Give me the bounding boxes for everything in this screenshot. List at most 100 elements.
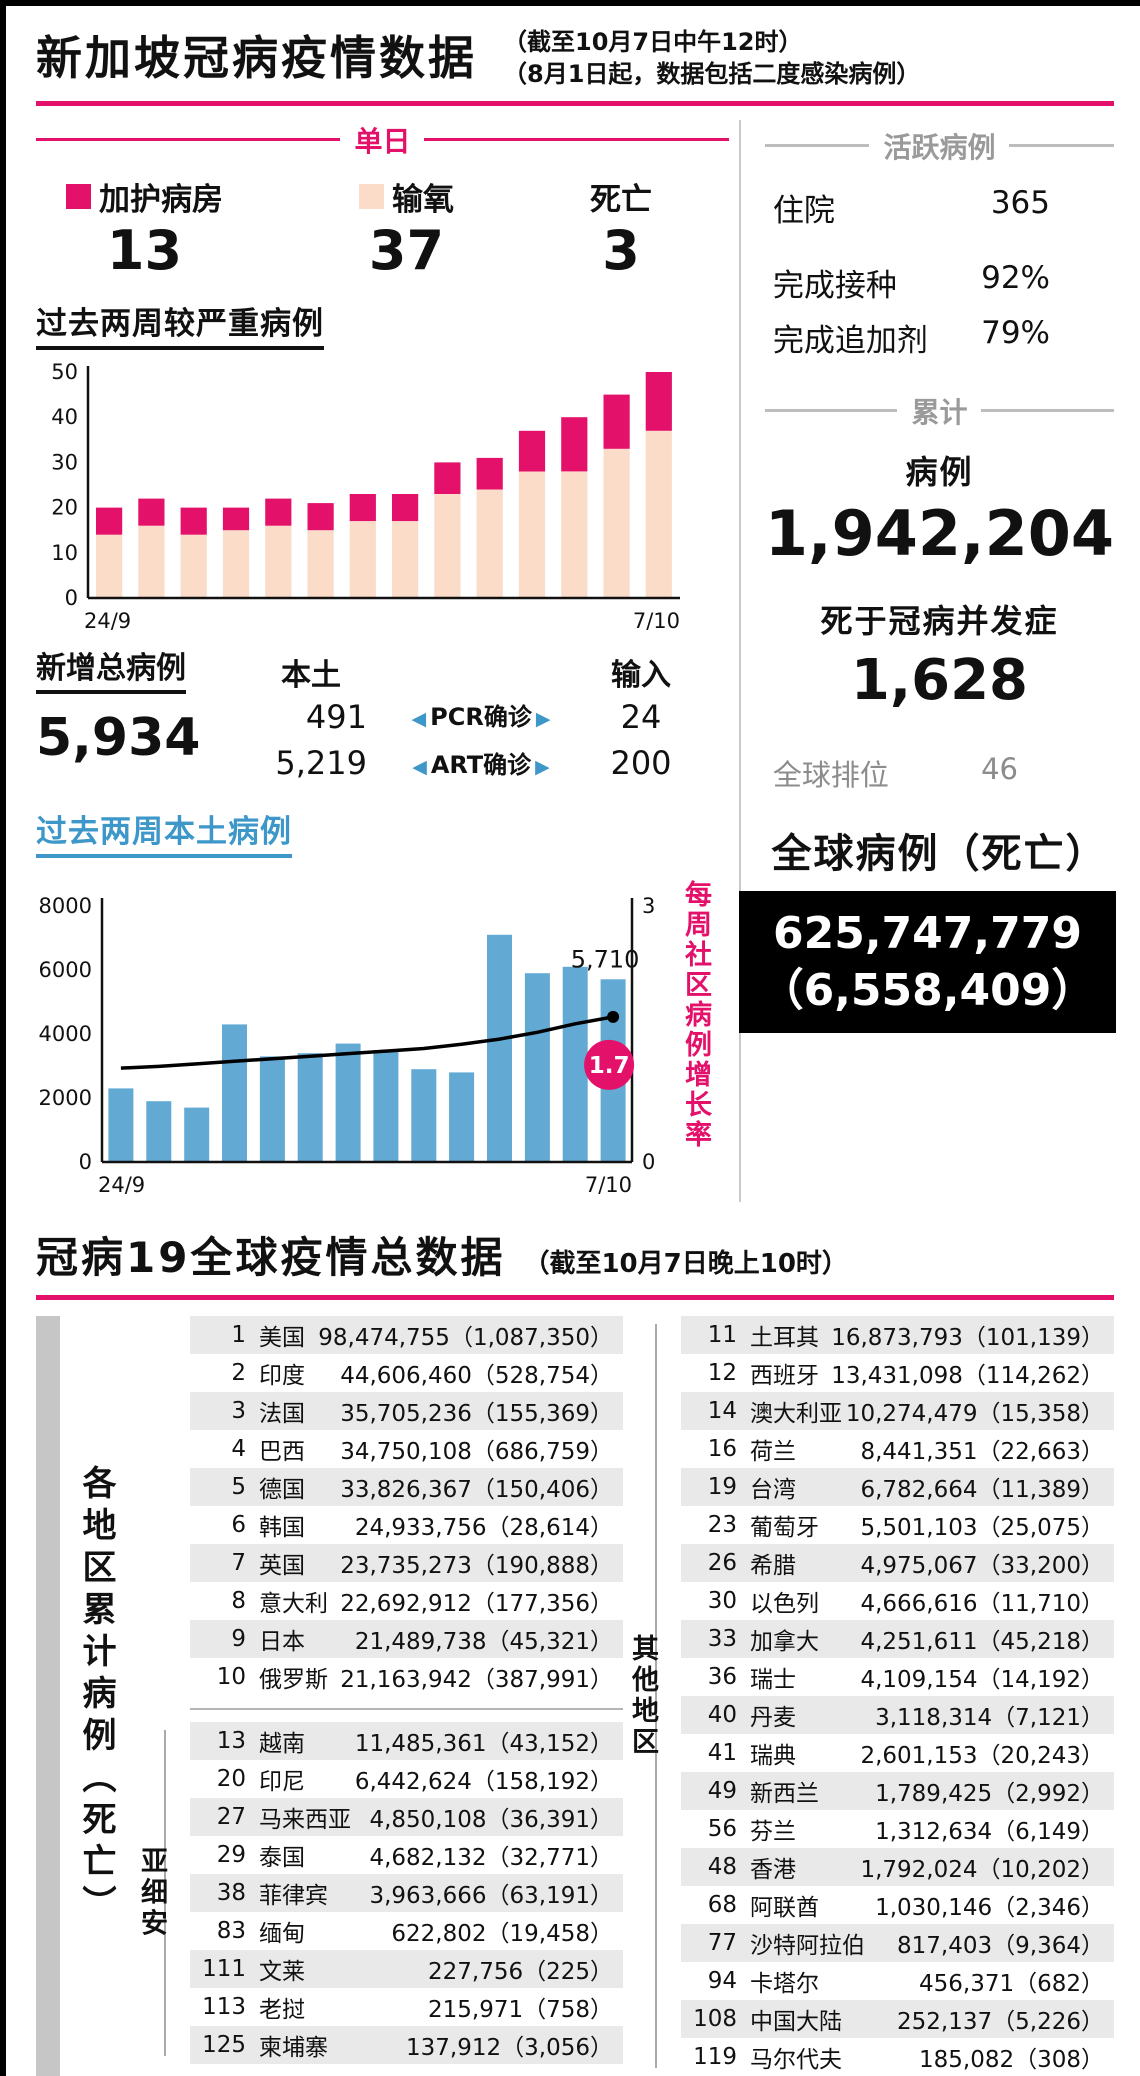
svg-text:0: 0 [65, 586, 78, 610]
imported-pcr-value: 24 [620, 697, 662, 736]
country-row: 83 缅甸 622,802（19,458） [190, 1912, 623, 1950]
local-chart-title: 过去两周本土病例 [36, 806, 292, 858]
country-name: 菲律宾 [259, 1882, 328, 1909]
country-rank: 30 [707, 1587, 737, 1614]
country-value: 137,912（3,056） [406, 2034, 613, 2061]
country-row: 113 老挝 215,971（758） [190, 1988, 623, 2026]
country-rank: 49 [707, 1777, 737, 1804]
country-value: 33,826,367（150,406） [340, 1476, 613, 1503]
booster-label: 完成追加剂 [772, 322, 928, 359]
country-row: 119 马尔代夫 185,082（308） [681, 2038, 1114, 2076]
country-name: 印尼 [259, 1768, 305, 1795]
svg-text:24/9: 24/9 [84, 609, 131, 633]
cumulative-label-text: 累计 [911, 395, 968, 429]
world-table-area: 各地区累计病例（死亡） 1 美国 98,474,755（1,087,350） 2 印度 4… [36, 1315, 1114, 2076]
country-row: 20 印尼 6,442,624（158,192） [190, 1760, 623, 1798]
asean-group: 亚细安 13 越南 11,485,361（43,152） 20 印尼 6,442,624（… [136, 1721, 623, 2064]
world-note: （截至10月7日晚上10时） [523, 1248, 848, 1279]
country-name: 澳大利亚 [750, 1400, 842, 1427]
label-line [1009, 144, 1115, 148]
country-value: 4,682,132（32,771） [369, 1844, 613, 1871]
country-value: 35,705,236（155,369） [340, 1400, 613, 1427]
country-rank: 41 [707, 1739, 737, 1766]
country-name: 瑞士 [750, 1666, 796, 1693]
country-row: 23 葡萄牙 5,501,103（25,075） [681, 1506, 1114, 1544]
country-value: 3,118,314（7,121） [875, 1704, 1104, 1731]
legend-deaths-header: 死亡 [590, 174, 652, 219]
hospitalized-value: 365 [990, 184, 1050, 221]
country-row: 11 土耳其 16,873,793（101,139） [681, 1315, 1114, 1354]
header-note-date: （截至10月7日中午12时） [503, 28, 803, 56]
header: 新加坡冠病疫情数据 （截至10月7日中午12时） （8月1日起，数据包括二度感染… [36, 22, 1114, 91]
total-cases-value: 1,942,204 [764, 496, 1114, 570]
country-name: 芬兰 [750, 1818, 796, 1845]
country-row: 16 荷兰 8,441,351（22,663） [681, 1430, 1114, 1468]
country-value: 44,606,460（528,754） [340, 1362, 613, 1389]
country-rank: 20 [216, 1765, 246, 1792]
global-rank-value: 46 [981, 751, 1018, 786]
country-value: 456,371（682） [918, 1970, 1104, 1997]
country-value: 1,030,146（2,346） [875, 1894, 1104, 1921]
header-notes: （截至10月7日中午12时） （8月1日起，数据包括二度感染病例） [503, 22, 920, 91]
icu-value: 13 [106, 218, 183, 282]
country-row: 14 澳大利亚 10,274,479（15,358） [681, 1391, 1114, 1430]
country-row: 40 丹麦 3,118,314（7,121） [681, 1695, 1114, 1734]
new-total-cases: 新增总病例 5,934 [36, 650, 241, 790]
total-deaths-value: 1,628 [850, 647, 1029, 713]
country-value: 11,485,361（43,152） [354, 1730, 613, 1757]
country-name: 土耳其 [750, 1324, 819, 1351]
country-rank: 83 [216, 1917, 246, 1944]
country-row: 68 阿联酋 1,030,146（2,346） [681, 1886, 1114, 1924]
country-value: 21,489,738（45,321） [354, 1628, 613, 1655]
country-row: 77 沙特阿拉伯 817,403（9,364） [681, 1923, 1114, 1962]
country-name: 马来西亚 [259, 1806, 351, 1833]
country-rank: 9 [231, 1625, 246, 1652]
booster-value: 79% [981, 314, 1050, 351]
country-row: 108 中国大陆 252,137（5,226） [681, 1999, 1114, 2038]
country-rank: 108 [693, 2005, 737, 2032]
country-value: 2,601,153（20,243） [860, 1742, 1104, 1769]
country-value: 3,963,666（63,191） [369, 1882, 613, 1909]
country-name: 荷兰 [750, 1438, 796, 1465]
header-rule [36, 100, 1114, 106]
label-line [981, 409, 1115, 413]
pcr-row: ◀ PCR确诊 ▶ [381, 694, 581, 742]
country-name: 美国 [259, 1324, 305, 1351]
svg-text:8000: 8000 [39, 894, 92, 918]
country-name: 越南 [259, 1730, 305, 1757]
side-gray-bar [36, 1315, 60, 2076]
table-divider [190, 1707, 623, 1710]
side-label-text: 各地区累计病例（死亡） [76, 1464, 116, 1927]
top10-rows: 1 美国 98,474,755（1,087,350） 2 印度 44,606,460（52… [190, 1315, 623, 1696]
country-rank: 36 [707, 1663, 737, 1690]
country-rank: 10 [216, 1663, 246, 1690]
deaths-label: 死亡 [590, 181, 652, 218]
label-line [764, 409, 898, 413]
local-pcr-value: 491 [305, 697, 367, 736]
global-cases-box: 625,747,779 （6,558,409） [738, 890, 1116, 1034]
country-value: 185,082（308） [918, 2046, 1104, 2073]
country-name: 台湾 [750, 1476, 796, 1503]
country-rank: 19 [707, 1473, 737, 1500]
svg-text:50: 50 [51, 360, 78, 384]
label-line [36, 138, 341, 142]
country-name: 英国 [259, 1552, 305, 1579]
country-rank: 33 [707, 1625, 737, 1652]
label-line [764, 144, 870, 148]
country-row: 125 柬埔寨 137,912（3,056） [190, 2025, 623, 2064]
country-rank: 56 [707, 1815, 737, 1842]
country-name: 印度 [259, 1362, 305, 1389]
country-name: 缅甸 [259, 1920, 305, 1947]
country-value: 252,137（5,226） [897, 2008, 1104, 2035]
country-name: 西班牙 [750, 1362, 819, 1389]
page-title: 新加坡冠病疫情数据 [36, 31, 477, 85]
new-total-label: 新增总病例 [36, 643, 186, 694]
country-rank: 14 [707, 1397, 737, 1424]
left-arrow-icon: ◀ [412, 755, 427, 778]
country-rank: 26 [707, 1549, 737, 1576]
svg-text:1.7: 1.7 [589, 1053, 630, 1079]
country-rank: 119 [693, 2043, 737, 2070]
country-rank: 1 [231, 1321, 246, 1348]
global-deaths-value: （6,558,409） [759, 964, 1096, 1016]
